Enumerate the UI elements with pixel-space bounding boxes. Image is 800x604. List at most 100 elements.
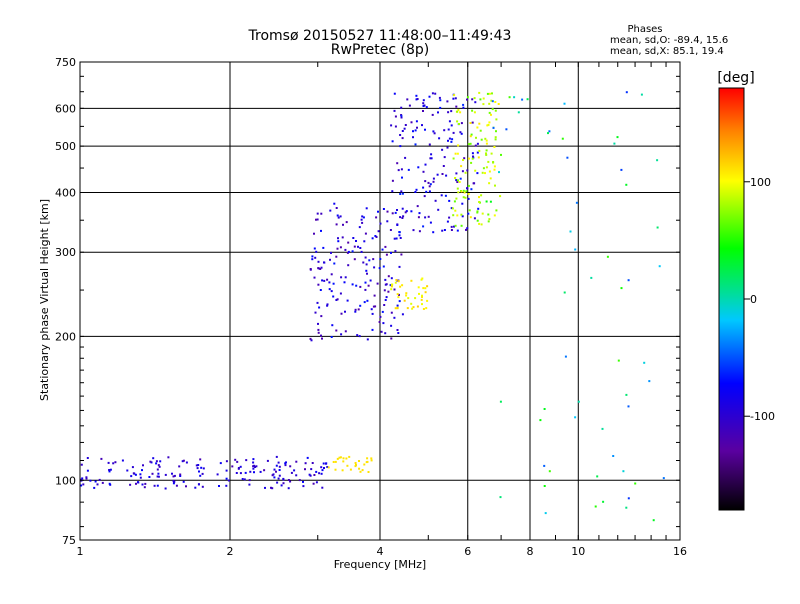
data-point	[340, 276, 343, 279]
data-point	[625, 393, 628, 396]
data-point	[473, 97, 476, 100]
data-point	[625, 91, 628, 94]
data-point	[347, 264, 350, 267]
data-point	[341, 469, 344, 472]
data-point	[314, 311, 317, 314]
data-point	[143, 486, 146, 489]
data-point	[448, 199, 451, 202]
data-point	[202, 467, 205, 470]
data-point	[418, 292, 420, 295]
data-point	[474, 169, 477, 172]
data-point	[408, 104, 411, 107]
data-point	[485, 153, 488, 156]
data-point	[182, 459, 185, 462]
data-point	[334, 460, 337, 463]
data-point	[401, 137, 404, 140]
data-point	[351, 250, 354, 253]
data-point	[139, 473, 142, 476]
data-point	[445, 174, 448, 177]
x-tick-label: 8	[527, 545, 534, 558]
data-point	[370, 459, 373, 462]
data-point	[455, 179, 458, 182]
data-point	[399, 145, 402, 148]
data-point	[574, 416, 577, 419]
data-point	[415, 120, 418, 123]
data-point	[471, 109, 474, 112]
x-axis-label: Frequency [MHz]	[334, 558, 426, 571]
data-point	[357, 245, 359, 248]
data-point	[470, 161, 473, 164]
data-point	[403, 127, 406, 130]
data-point	[427, 215, 430, 218]
data-point	[452, 214, 455, 217]
data-point	[357, 308, 360, 311]
data-point	[333, 262, 336, 265]
data-point	[361, 221, 364, 224]
data-point	[481, 212, 484, 215]
data-point	[627, 405, 630, 408]
x-tick-label: 10	[571, 545, 585, 558]
data-point	[171, 472, 173, 475]
data-point	[439, 106, 442, 109]
data-point	[574, 248, 577, 251]
data-point	[278, 469, 281, 471]
data-point	[363, 463, 366, 466]
data-point	[497, 103, 500, 105]
data-point	[455, 172, 458, 175]
data-point	[480, 138, 483, 141]
data-point	[398, 231, 401, 234]
data-point	[601, 427, 604, 430]
data-point	[320, 334, 322, 337]
data-point	[448, 216, 451, 219]
data-point	[494, 101, 497, 103]
data-point	[277, 477, 280, 480]
data-point	[422, 308, 425, 310]
data-point	[151, 472, 154, 475]
colorbar-tick-label: 0	[750, 293, 757, 306]
data-point	[428, 190, 431, 193]
data-point	[622, 470, 625, 473]
data-point	[469, 122, 472, 124]
data-point	[280, 484, 283, 487]
data-point	[153, 484, 156, 487]
data-point	[332, 461, 335, 463]
data-point	[86, 457, 89, 459]
data-point	[339, 215, 342, 218]
data-point	[358, 467, 361, 470]
data-point	[424, 180, 427, 183]
data-point	[225, 469, 228, 472]
data-point	[396, 304, 399, 307]
data-point	[405, 294, 408, 297]
data-point	[391, 212, 394, 215]
data-point	[390, 277, 393, 280]
data-point	[459, 177, 462, 180]
data-point	[471, 152, 474, 155]
data-point	[396, 307, 399, 310]
data-point	[656, 159, 659, 162]
data-point	[342, 460, 345, 463]
data-point	[330, 251, 332, 254]
data-point	[328, 281, 331, 284]
data-point	[396, 162, 399, 165]
data-point	[364, 232, 367, 235]
data-point	[460, 190, 463, 193]
data-point	[383, 289, 386, 292]
data-point	[335, 329, 338, 332]
data-point	[149, 460, 152, 463]
data-point	[400, 114, 403, 117]
data-point	[394, 307, 397, 310]
data-point	[339, 246, 342, 249]
data-point	[412, 229, 415, 232]
grid	[80, 62, 680, 540]
data-point	[321, 337, 323, 340]
data-point	[327, 466, 330, 469]
data-point	[359, 470, 362, 473]
data-point	[306, 456, 309, 459]
data-point	[252, 467, 255, 470]
data-point	[322, 246, 325, 249]
data-point	[455, 105, 458, 108]
data-point	[340, 312, 343, 315]
data-point	[131, 466, 134, 469]
data-point	[590, 276, 593, 279]
data-point	[429, 221, 432, 224]
